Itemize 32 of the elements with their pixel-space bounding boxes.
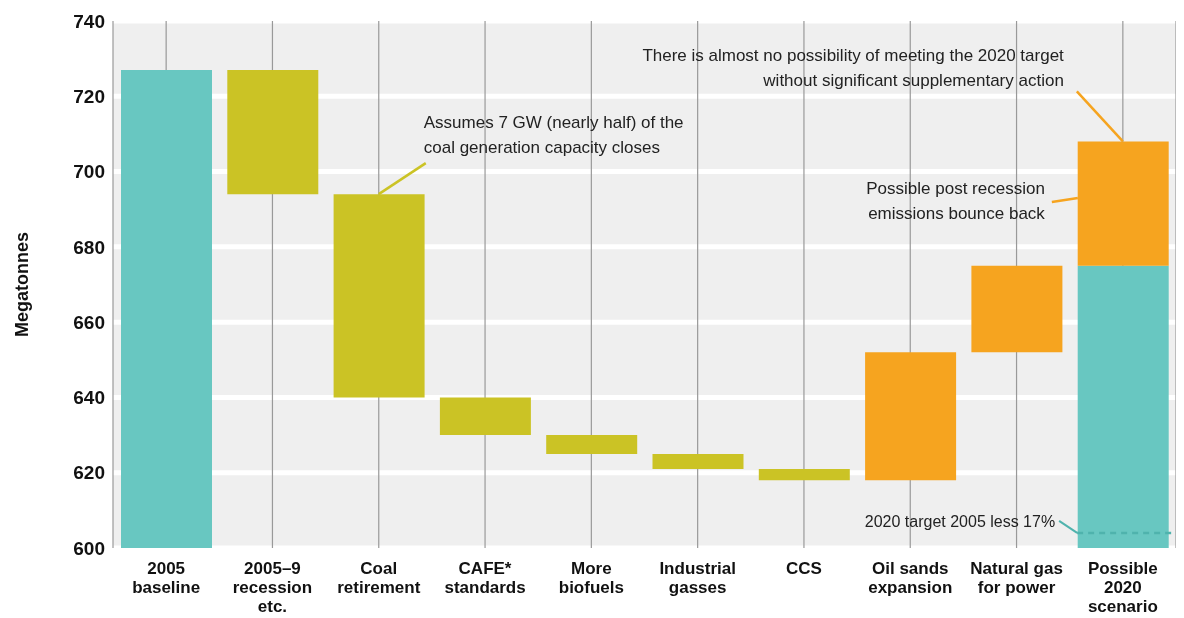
y-tick-label: 700	[73, 161, 105, 183]
annotation: Possible post recession emissions bounce back	[866, 179, 1046, 223]
y-tick-label: 680	[73, 236, 105, 258]
x-tick-label: CAFE* standards	[444, 559, 526, 597]
y-tick-label: 720	[73, 86, 105, 108]
bar	[865, 352, 957, 481]
y-tick-label: 640	[73, 387, 105, 409]
x-tick-label: Industrial gasses	[659, 559, 736, 597]
y-tick-label: 600	[73, 537, 105, 559]
x-tick-label: Natural gas for power	[970, 559, 1063, 597]
bar	[652, 453, 744, 469]
annotation: There is almost no possibility of meeting the 2020 target without significant supplementary action	[642, 46, 1065, 91]
x-tick-label: More biofuels	[558, 559, 624, 597]
ref-line-label: 2020 target 2005 less 17%	[864, 512, 1056, 530]
bar	[227, 69, 319, 195]
x-tick-label: Coal retirement	[337, 559, 421, 597]
y-tick-label: 660	[73, 311, 105, 333]
bar	[546, 435, 638, 454]
bar	[121, 69, 212, 548]
bar	[439, 397, 531, 436]
y-axis-title: Megatonnes	[12, 231, 32, 338]
x-tick-label: Oil sands expansion	[868, 559, 953, 597]
x-tick-label: 2005–9 recession etc.	[232, 559, 313, 616]
x-tick-label: Possible 2020 scenario	[1087, 559, 1158, 616]
bar	[1077, 265, 1169, 548]
y-tick-label: 740	[73, 10, 105, 32]
bar	[758, 468, 850, 481]
bar	[971, 265, 1063, 353]
x-tick-label: CCS	[786, 559, 822, 578]
annotation: Assumes 7 GW (nearly half) of the coal generation capacity closes	[423, 113, 684, 158]
y-tick-label: 620	[73, 462, 105, 484]
x-tick-label: 2005 baseline	[132, 559, 201, 597]
